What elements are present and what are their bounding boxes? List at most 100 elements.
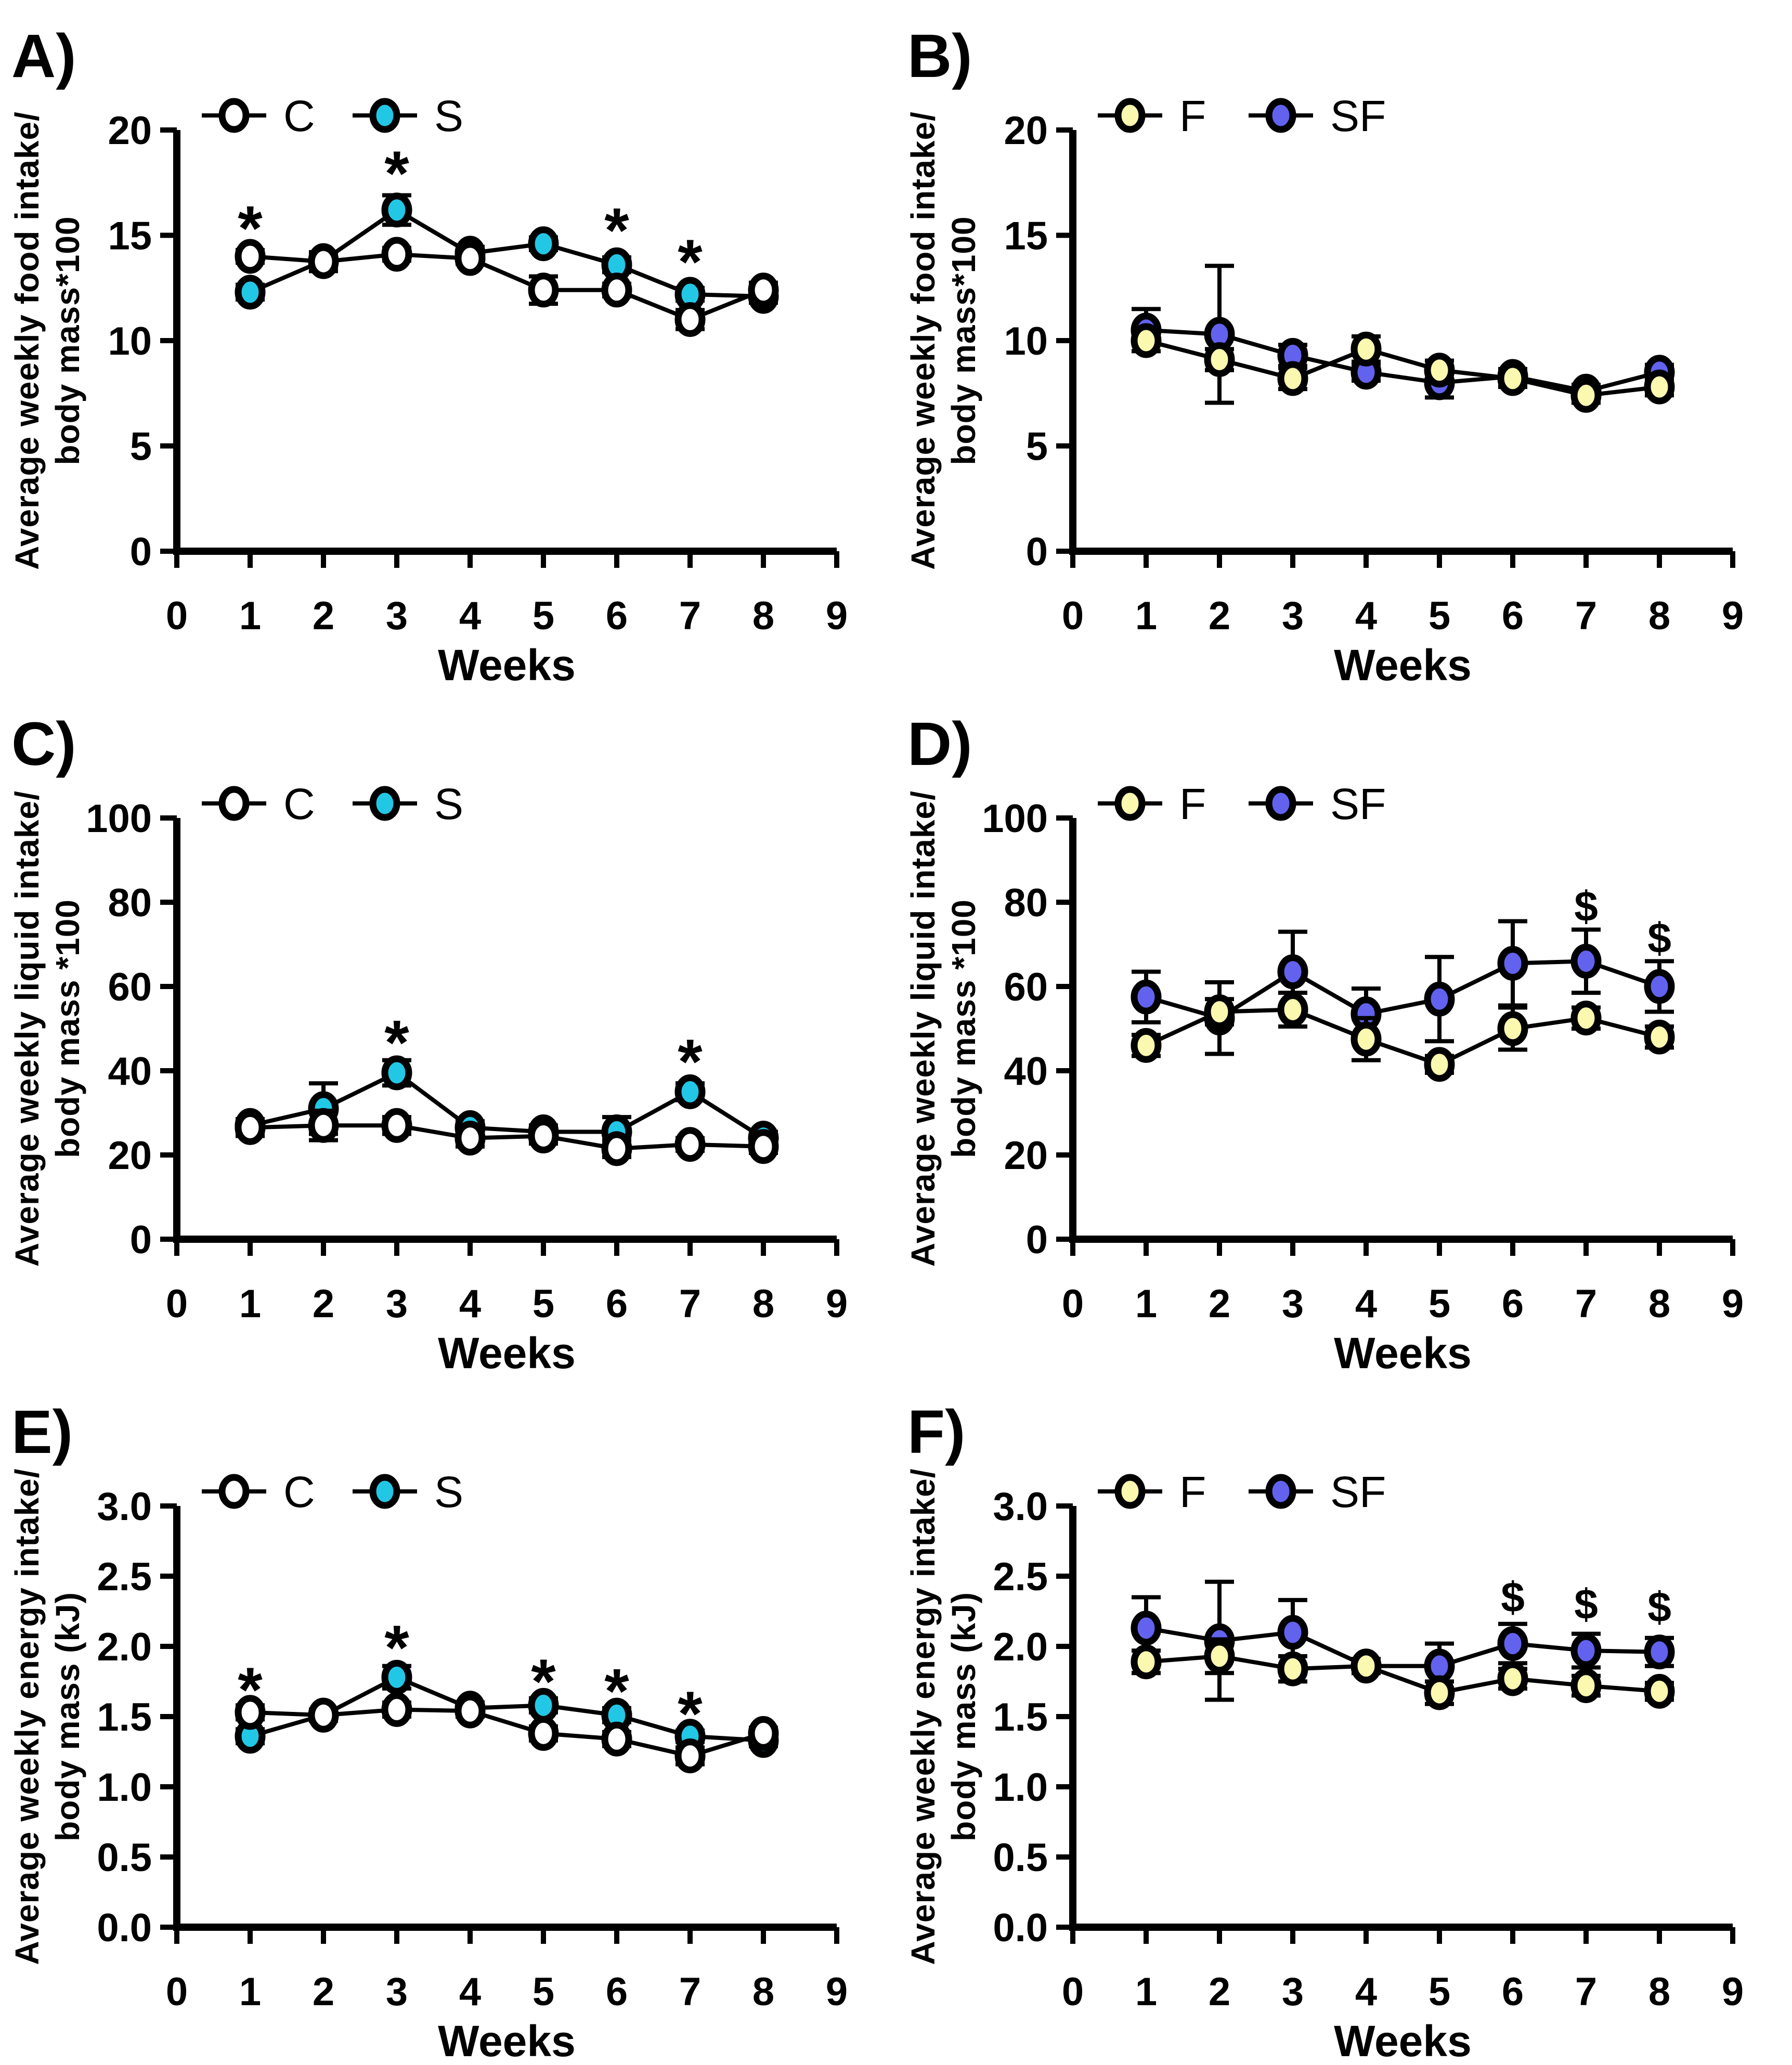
x-tick-label: 4: [459, 1282, 481, 1326]
significance-asterisk: *: [678, 1026, 703, 1097]
data-point-F-week-5: [1424, 1047, 1455, 1082]
series-C: [235, 237, 779, 337]
data-point-C-week-8: [748, 272, 779, 308]
legend-marker-SF: [1265, 786, 1296, 821]
data-point-C-week-6: [601, 1721, 632, 1757]
legend-marker-S: [369, 786, 400, 821]
x-tick-label: 2: [1209, 1970, 1230, 2014]
x-tick-label: 5: [533, 594, 554, 638]
y-tick-label: 80: [108, 881, 152, 925]
y-tick-label: 10: [108, 319, 152, 363]
data-point-SF-week-1: [1131, 1611, 1162, 1646]
panel-C-chart: C) 0 20 40 60 80 100 0 1 2 3 4 5 6 7 8 9 Weeks Average wee…: [8, 710, 848, 1376]
legend-marker-F: [1114, 786, 1146, 821]
x-tick-label: 8: [752, 1970, 774, 2014]
y-axis-title-line1: Average weekly liquid intake/: [904, 790, 942, 1267]
panel-label: E): [11, 1398, 73, 1466]
significance-dollar: $: [1647, 1583, 1671, 1631]
y-tick-label: 15: [1004, 214, 1048, 258]
data-point-SF-week-7: [1570, 943, 1602, 979]
x-tick-label: 7: [1575, 594, 1597, 638]
x-tick-label: 5: [1429, 1282, 1450, 1326]
x-tick-label: 3: [386, 1970, 408, 2014]
data-point-C-week-8: [748, 1716, 779, 1751]
y-axis-title-line2: body mass*100: [49, 216, 86, 465]
data-point-SF-week-6: [1497, 945, 1528, 981]
y-axis-title-line1: Average weekly energy intake/: [904, 1468, 942, 1965]
x-tick-label: 0: [166, 594, 188, 638]
significance-asterisk: *: [238, 192, 263, 263]
data-point-C-week-1: [235, 1110, 266, 1145]
data-point-C-week-5: [528, 272, 559, 308]
y-tick-label: 1.5: [97, 1695, 152, 1739]
y-tick-label: 40: [1004, 1049, 1048, 1094]
data-point-F-week-7: [1570, 378, 1602, 413]
data-point-C-week-7: [674, 1127, 706, 1162]
data-point-C-week-4: [455, 1121, 486, 1156]
x-tick-label: 9: [826, 1970, 848, 2014]
x-tick-label: 0: [166, 1282, 188, 1326]
y-tick-label: 60: [108, 965, 152, 1009]
panel-E: E) 0.0 0.5 1.0 1.5 2.0 2.5 3.0 0 1 2 3 4 5 6 7 8 9 Weeks Av…: [0, 1376, 896, 2064]
series-F: [1131, 1637, 1675, 1710]
y-axis-title-line1: Average weekly energy intake/: [8, 1468, 46, 1965]
significance-asterisk: *: [384, 1612, 409, 1683]
data-point-F-week-8: [1644, 1673, 1675, 1709]
x-tick-label: 3: [1282, 1970, 1304, 2014]
x-tick-label: 3: [1282, 594, 1304, 638]
series-C: [235, 1108, 779, 1166]
y-tick-label: 20: [108, 1134, 152, 1178]
data-point-F-week-7: [1570, 1668, 1602, 1704]
legend-marker-C: [218, 98, 250, 133]
legend-marker-SF: [1265, 98, 1296, 133]
data-point-F-week-4: [1351, 1648, 1382, 1684]
x-tick-label: 2: [1209, 1282, 1230, 1326]
legend-label: S: [434, 1467, 463, 1516]
y-tick-label: 20: [1004, 1134, 1048, 1178]
x-tick-label: 4: [1355, 1970, 1377, 2014]
x-tick-label: 1: [239, 1282, 261, 1326]
x-tick-label: 8: [1648, 594, 1670, 638]
data-point-SF-week-3: [1277, 954, 1308, 990]
x-tick-label: 1: [239, 1970, 261, 2014]
x-tick-label: 6: [606, 594, 628, 638]
panel-A-chart: A) 0 5 10 15 20 0 1 2 3 4 5 6 7 8 9 Weeks Average weekly …: [8, 22, 848, 688]
y-tick-label: 20: [1004, 109, 1048, 153]
legend-marker-F: [1114, 98, 1146, 133]
data-point-C-week-6: [601, 1131, 632, 1166]
x-tick-label: 9: [826, 1282, 848, 1326]
y-tick-label: 100: [86, 797, 152, 841]
panel-E-chart: E) 0.0 0.5 1.0 1.5 2.0 2.5 3.0 0 1 2 3 4 5 6 7 8 9 Weeks Av…: [8, 1398, 848, 2064]
significance-asterisk: *: [604, 194, 629, 265]
x-tick-label: 9: [826, 594, 848, 638]
x-tick-label: 4: [459, 594, 481, 638]
panel-F-chart: F) 0.0 0.5 1.0 1.5 2.0 2.5 3.0 0 1 2 3 4 5 6 7 8 9 Weeks Av…: [904, 1398, 1744, 2064]
data-point-SF-week-8: [1644, 1634, 1675, 1670]
data-point-F-week-7: [1570, 1001, 1602, 1036]
legend-label: S: [434, 92, 463, 140]
significance-dollar: $: [1574, 883, 1598, 930]
x-tick-label: 0: [1062, 594, 1084, 638]
y-axis-title-line1: Average weekly food intake/: [8, 111, 46, 570]
x-tick-label: 8: [1648, 1970, 1670, 2014]
panel-label: C): [11, 710, 76, 778]
data-point-SF-week-6: [1497, 1626, 1528, 1661]
x-axis-title: Weeks: [1334, 641, 1472, 688]
y-axis-title-line2: body mass (kJ): [945, 1592, 982, 1841]
data-point-S-week-3: [381, 1055, 412, 1090]
x-tick-label: 5: [1429, 1970, 1450, 2014]
series-F: [1131, 323, 1675, 413]
legend: F SF: [1098, 780, 1386, 828]
x-tick-label: 8: [752, 594, 774, 638]
data-point-F-week-6: [1497, 1011, 1528, 1046]
axes: 0.0 0.5 1.0 1.5 2.0 2.5 3.0 0 1 2 3 4 5 6 7 8 9: [97, 1485, 848, 2014]
series-F: [1131, 991, 1675, 1082]
axes: 0 20 40 60 80 100 0 1 2 3 4 5 6 7 8 9: [982, 797, 1744, 1326]
legend-label: SF: [1330, 92, 1386, 140]
significance-dollar: $: [1501, 1574, 1525, 1621]
legend-label: C: [283, 780, 315, 828]
y-tick-label: 1.5: [993, 1695, 1048, 1739]
y-tick-label: 0.5: [993, 1836, 1048, 1880]
x-tick-label: 6: [1502, 1282, 1524, 1326]
